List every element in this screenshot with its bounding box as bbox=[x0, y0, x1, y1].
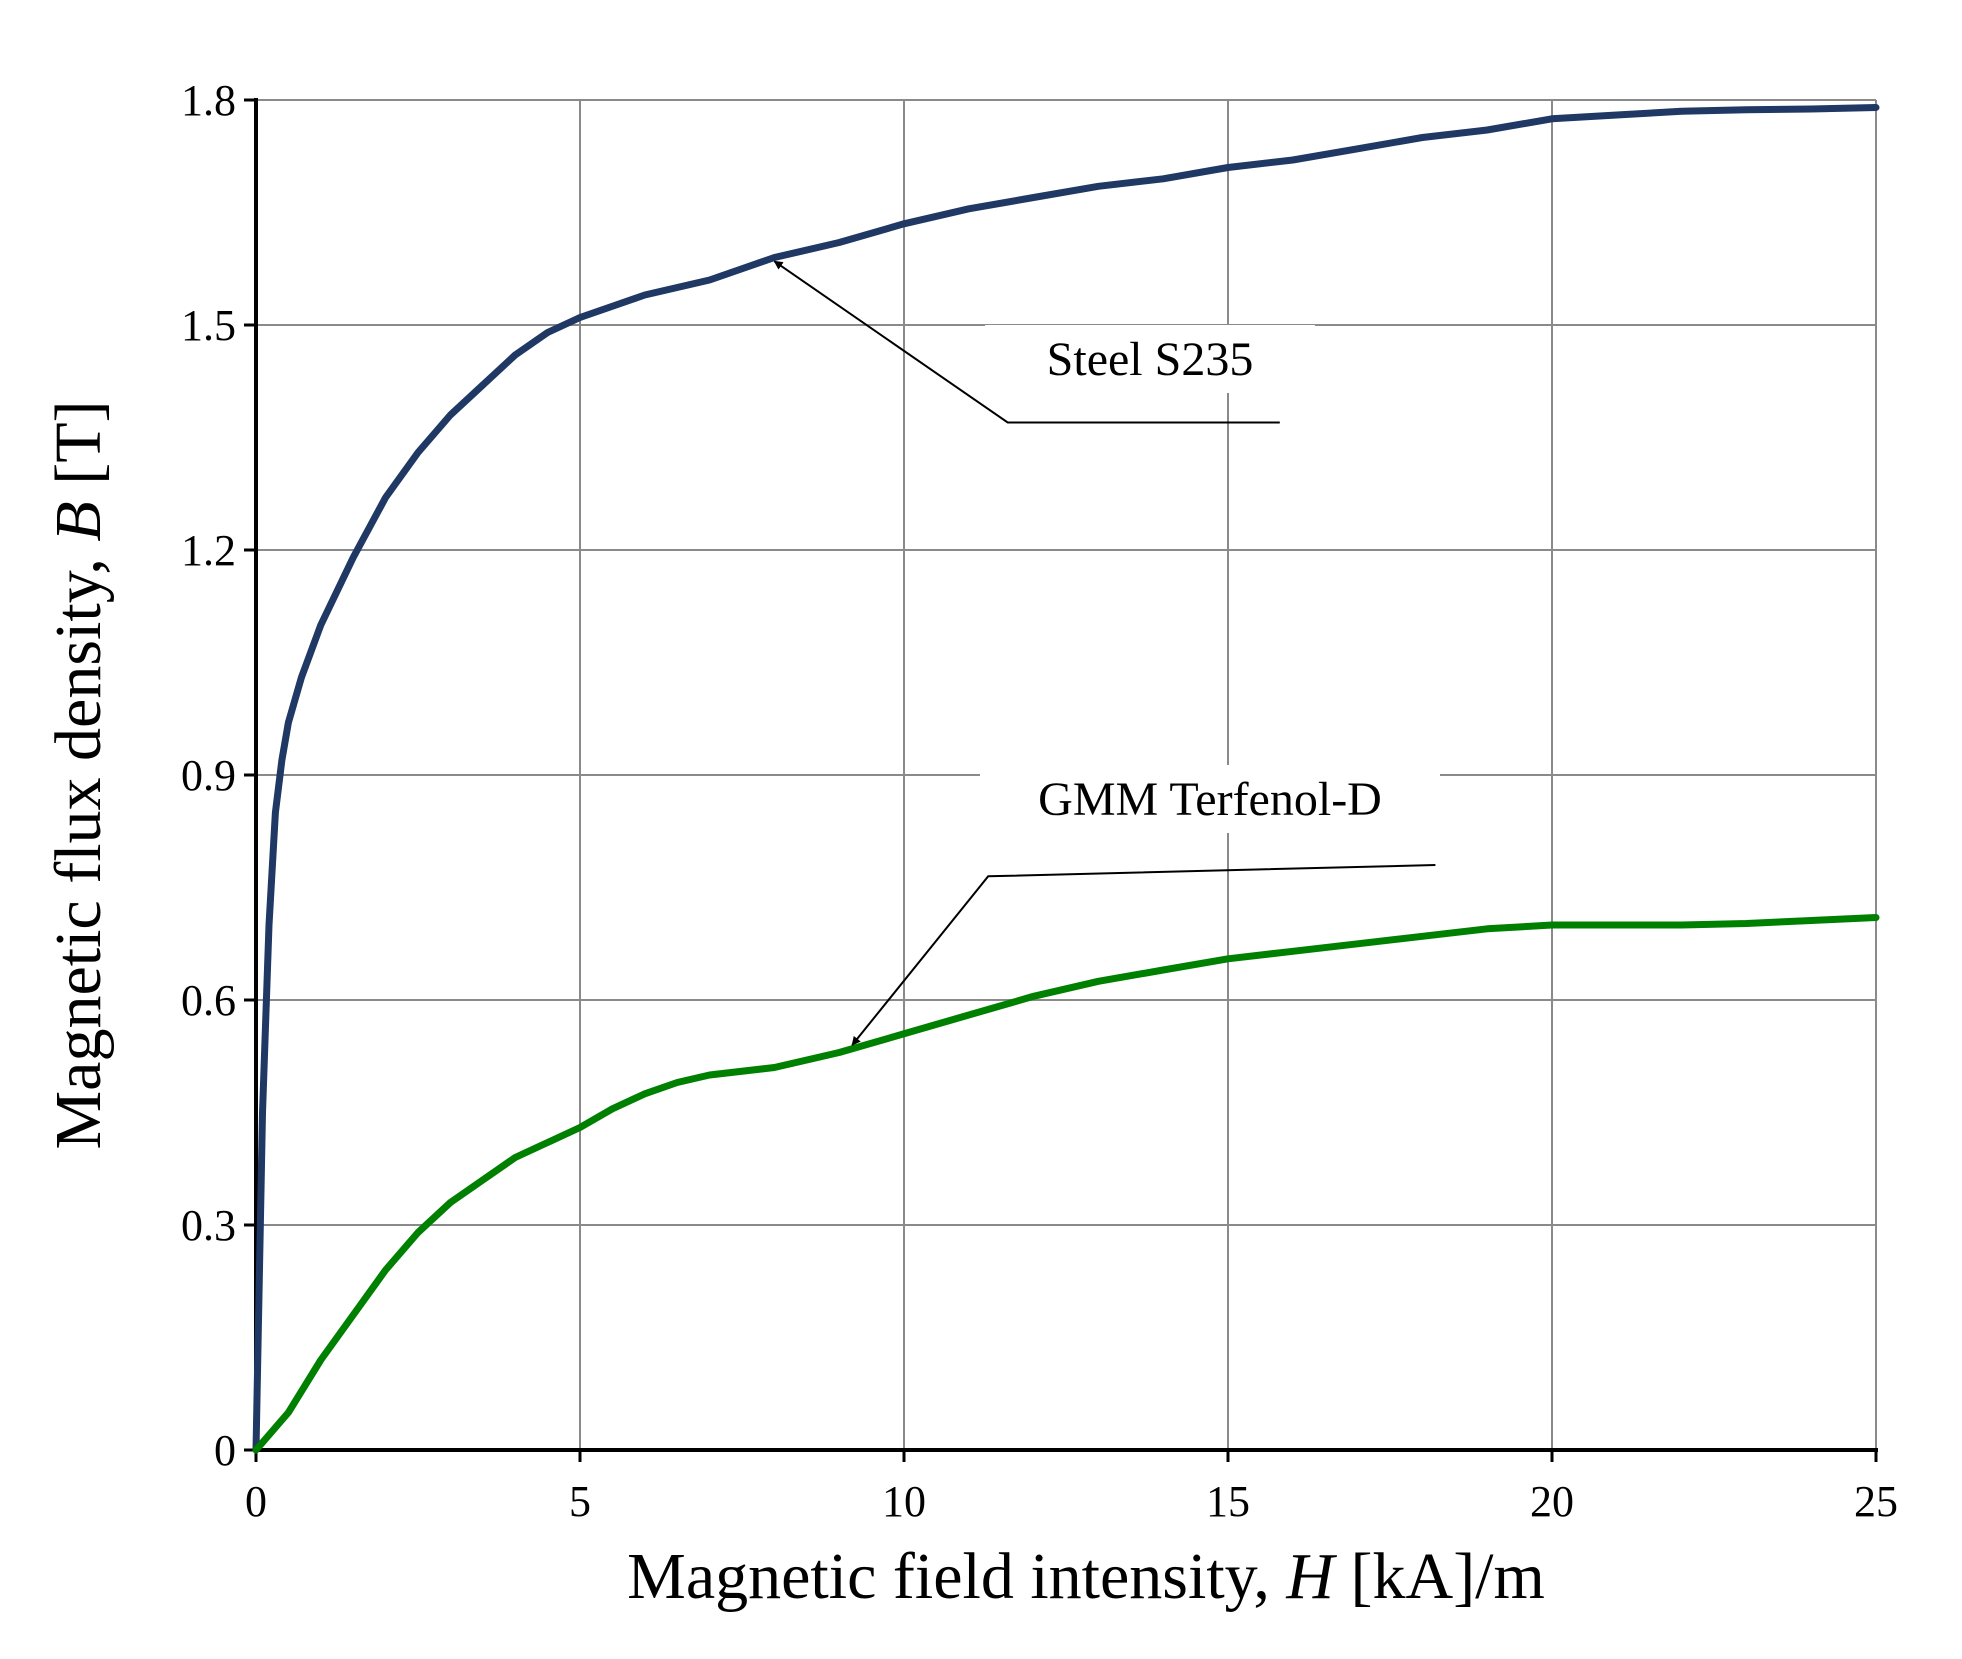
annotation-leader bbox=[773, 260, 1280, 424]
annotations: Steel S235 GMM Terfenol-D bbox=[773, 260, 1440, 1046]
annotation-label-bg bbox=[985, 325, 1315, 393]
x-tick-label: 20 bbox=[1530, 1477, 1574, 1526]
annotation-leader bbox=[851, 864, 1436, 1046]
y-tick-label: 1.2 bbox=[181, 526, 236, 575]
y-tick-label: 0.9 bbox=[181, 751, 236, 800]
x-tick-label: 0 bbox=[245, 1477, 267, 1526]
y-tick-label: 0 bbox=[214, 1426, 236, 1475]
axes bbox=[244, 98, 1878, 1462]
y-tick-label: 0.6 bbox=[181, 976, 236, 1025]
tick-labels: 0 5 10 15 20 25 0 0.3 0.6 0.9 1.2 1.5 1.8 bbox=[181, 76, 1898, 1526]
y-tick-label: 1.5 bbox=[181, 301, 236, 350]
annotation-label-gmm: GMM Terfenol-D bbox=[1038, 773, 1382, 826]
y-axis-title: Magnetic flux density, B [T] bbox=[42, 400, 115, 1149]
y-tick-label: 1.8 bbox=[181, 76, 236, 125]
series-line-gmm-terfenol-d bbox=[252, 914, 1880, 1454]
x-tick-label: 10 bbox=[882, 1477, 926, 1526]
annotation-label-steel: Steel S235 bbox=[1047, 333, 1254, 386]
x-tick-label: 15 bbox=[1206, 1477, 1250, 1526]
x-tick-label: 25 bbox=[1854, 1477, 1898, 1526]
series-line-steel-s235 bbox=[252, 104, 1880, 1454]
annotation-label-bg bbox=[980, 765, 1440, 833]
y-tick-label: 0.3 bbox=[181, 1201, 236, 1250]
x-axis-title: Magnetic field intensity, H [kA]/m bbox=[627, 1540, 1545, 1613]
series-group bbox=[252, 104, 1880, 1454]
x-tick-label: 5 bbox=[569, 1477, 591, 1526]
